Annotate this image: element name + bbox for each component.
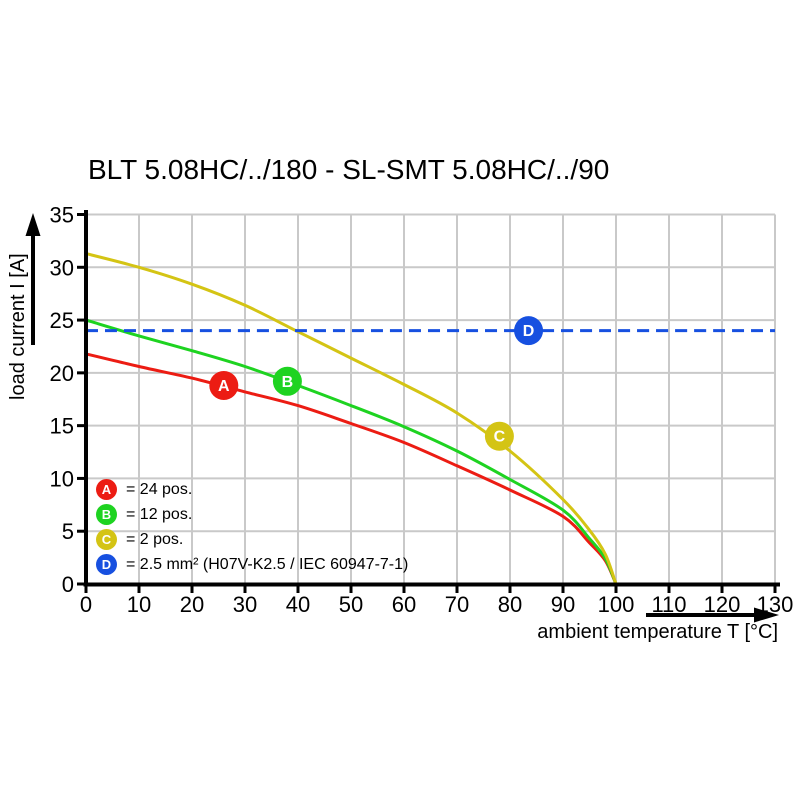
legend-marker-d-icon: D xyxy=(96,554,117,575)
legend-item-wire: D = 2.5 mm² (H07V-K2.5 / IEC 60947-7-1) xyxy=(96,554,408,575)
legend-label: = 24 pos. xyxy=(126,480,193,498)
marker-A-label: A xyxy=(218,378,230,395)
legend-marker-c-icon: C xyxy=(96,529,117,550)
x-tick-label: 10 xyxy=(127,592,151,617)
marker-C: C xyxy=(484,421,514,451)
chart-legend: A = 24 pos. B = 12 pos. C = 2 pos. D = 2… xyxy=(96,479,408,575)
grid xyxy=(86,213,776,584)
y-tick-label: 25 xyxy=(50,308,74,333)
legend-marker-a-icon: A xyxy=(96,479,117,500)
legend-item-12pos: B = 12 pos. xyxy=(96,504,408,525)
marker-A-circle xyxy=(209,371,239,401)
axes: 0 10 20 30 40 50 60 70 80 90 100 110 120 130051015202… xyxy=(50,203,794,618)
legend-marker-b-icon: B xyxy=(96,504,117,525)
y-tick-label: 30 xyxy=(50,255,74,280)
y-tick-label: 0 xyxy=(62,572,74,597)
curve-C xyxy=(85,252,618,585)
marker-B-label: B xyxy=(282,374,294,391)
legend-label: = 2 pos. xyxy=(126,530,184,548)
marker-D: D xyxy=(514,316,544,346)
y-tick-label: 20 xyxy=(50,361,74,386)
x-tick-label: 60 xyxy=(392,592,416,617)
x-tick-label: 30 xyxy=(233,592,257,617)
y-tick-label: 15 xyxy=(50,414,74,439)
legend-item-24pos: A = 24 pos. xyxy=(96,479,408,500)
x-tick-label: 100 xyxy=(598,592,635,617)
x-axis-arrow-icon xyxy=(646,607,779,623)
x-tick-label: 0 xyxy=(80,592,92,617)
legend-label: = 12 pos. xyxy=(126,505,193,523)
x-tick-label: 70 xyxy=(445,592,469,617)
x-tick-label: 20 xyxy=(180,592,204,617)
x-tick-label: 90 xyxy=(551,592,575,617)
marker-C-label: C xyxy=(494,429,506,446)
x-tick-label: 120 xyxy=(704,592,741,617)
marker-B: B xyxy=(272,366,302,396)
curve-markers: A B C D xyxy=(209,316,544,451)
legend-label: = 2.5 mm² (H07V-K2.5 / IEC 60947-7-1) xyxy=(126,555,409,573)
y-tick-label: 10 xyxy=(50,466,74,491)
y-tick-label: 35 xyxy=(50,203,74,228)
x-tick-label: 40 xyxy=(286,592,310,617)
curve-B xyxy=(85,318,618,585)
marker-D-circle xyxy=(514,316,544,346)
x-tick-label: 50 xyxy=(339,592,363,617)
marker-D-label: D xyxy=(523,323,535,340)
legend-item-2pos: C = 2 pos. xyxy=(96,529,408,550)
x-tick-label: 80 xyxy=(498,592,522,617)
chart-title: BLT 5.08HC/../180 - SL-SMT 5.08HC/../90 xyxy=(88,154,610,185)
y-tick-label: 5 xyxy=(62,519,74,544)
marker-C-circle xyxy=(484,421,514,451)
x-axis-label: ambient temperature T [°C] xyxy=(537,621,778,643)
curve-A xyxy=(85,352,618,585)
y-axis-label: load current I [A] xyxy=(7,253,29,400)
marker-A: A xyxy=(209,371,239,401)
curves xyxy=(85,252,775,585)
marker-B-circle xyxy=(272,366,302,396)
x-tick-label: 110 xyxy=(651,592,686,617)
y-axis-arrow-icon xyxy=(25,213,41,345)
